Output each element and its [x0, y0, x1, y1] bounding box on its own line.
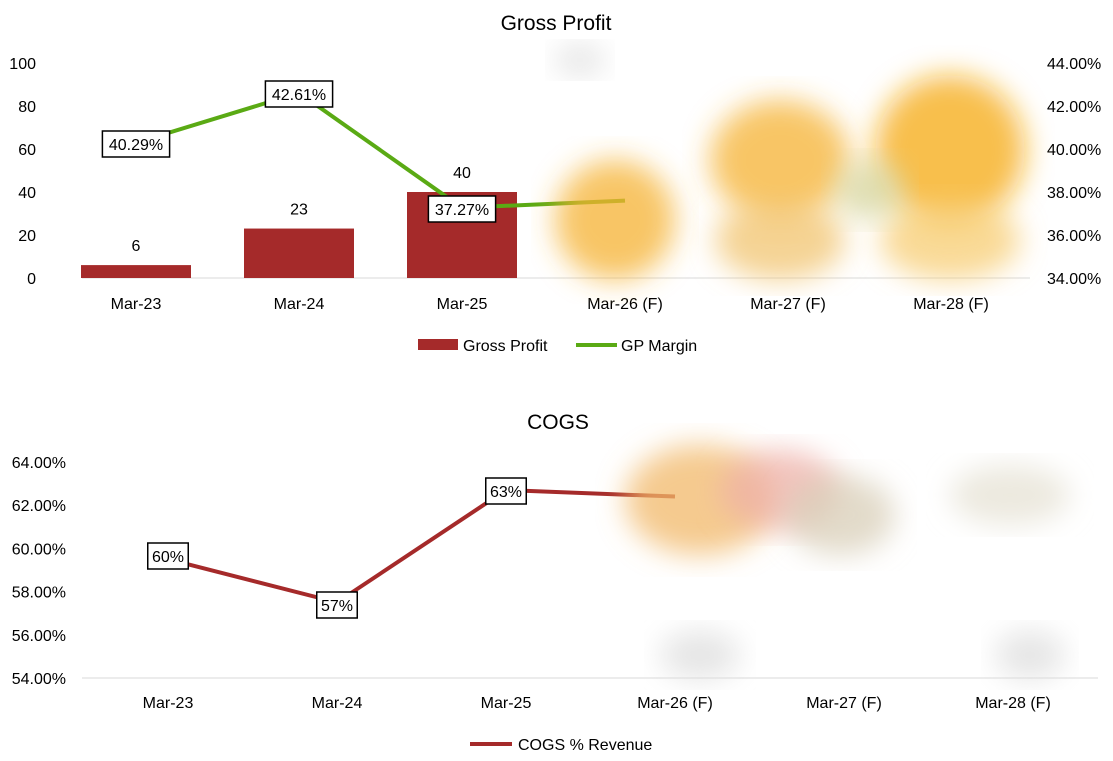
- y-tick-label: 60.00%: [12, 541, 66, 558]
- redaction-patch: [880, 200, 1020, 280]
- cogs-label: 57%: [316, 591, 358, 619]
- redaction-patch: [555, 160, 675, 280]
- x-tick-label: Mar-23: [111, 296, 162, 313]
- x-tick-label: Mar-26 (F): [637, 695, 713, 712]
- y2-tick-label: 38.00%: [1047, 185, 1101, 202]
- gross-profit-legend: Gross Profit GP Margin: [418, 338, 697, 355]
- x-tick-label: Mar-27 (F): [750, 296, 826, 313]
- label-text: 42.61%: [272, 87, 326, 104]
- cogs-title: COGS: [527, 411, 589, 434]
- gp-margin-line: [135, 90, 626, 210]
- label-box: [101, 130, 171, 158]
- label-text: 40.29%: [109, 137, 163, 154]
- legend-label-gross-profit: Gross Profit: [463, 338, 548, 355]
- y-tick-label: 60: [18, 142, 36, 159]
- cogs-y-axis: 54.00% 56.00% 58.00% 60.00% 62.00% 64.00%: [12, 455, 66, 688]
- x-tick-label: Mar-27 (F): [806, 695, 882, 712]
- y2-tick-label: 44.00%: [1047, 56, 1101, 73]
- gp-margin-label: 42.61%: [264, 80, 334, 108]
- y-tick-label: 40: [18, 185, 36, 202]
- bar-value-label: 6: [132, 238, 141, 255]
- y-tick-label: 100: [9, 56, 36, 73]
- legend-label-cogs: COGS % Revenue: [518, 737, 652, 754]
- label-box: [427, 195, 497, 223]
- cogs-x-axis: Mar-23 Mar-24 Mar-25 Mar-26 (F) Mar-27 (F) Ma…: [143, 695, 1051, 712]
- redaction-patch: [995, 630, 1065, 680]
- gross-profit-bar: [81, 265, 191, 278]
- x-tick-label: Mar-23: [143, 695, 194, 712]
- gp-margin-label: 40.29%: [101, 130, 171, 158]
- y-tick-label: 80: [18, 99, 36, 116]
- gp-margin-labels: 40.29% 42.61% 37.27%: [101, 80, 497, 223]
- cogs-label: 63%: [485, 477, 527, 505]
- redaction-patch: [660, 630, 740, 680]
- label-box: [316, 591, 358, 619]
- redaction-patch: [950, 465, 1070, 525]
- label-text: 57%: [321, 598, 353, 615]
- gross-profit-y-axis: 0 20 40 60 80 100: [9, 56, 36, 288]
- redaction-patch: [875, 75, 1025, 225]
- cogs-revenue-line: [167, 488, 676, 605]
- x-tick-label: Mar-25: [437, 296, 488, 313]
- cogs-chart: COGS 54.00% 56.00% 58.00% 60.00% 62.00% 64.00…: [12, 411, 1098, 754]
- y2-tick-label: 42.00%: [1047, 99, 1101, 116]
- gp-margin-series: [135, 90, 626, 210]
- x-tick-label: Mar-24: [312, 695, 363, 712]
- bar-value-label: 23: [290, 202, 308, 219]
- cogs-series: [167, 488, 676, 605]
- y-tick-label: 54.00%: [12, 671, 66, 688]
- y2-tick-label: 40.00%: [1047, 142, 1101, 159]
- gross-profit-bars: [81, 192, 517, 278]
- redaction-patch: [710, 100, 850, 220]
- y-tick-label: 56.00%: [12, 628, 66, 645]
- bar-value-label: 40: [453, 165, 471, 182]
- cogs-label: 60%: [147, 542, 189, 570]
- gross-profit-chart: Gross Profit 0 20 40 60 80 100 34.00% 36.00% 38…: [9, 12, 1101, 355]
- gross-profit-bar: [244, 228, 354, 278]
- y2-tick-label: 34.00%: [1047, 271, 1101, 288]
- x-tick-label: Mar-25: [481, 695, 532, 712]
- x-tick-label: Mar-28 (F): [975, 695, 1051, 712]
- y2-tick-label: 36.00%: [1047, 228, 1101, 245]
- x-tick-label: Mar-26 (F): [587, 296, 663, 313]
- redaction-patch: [555, 45, 605, 75]
- cogs-legend: COGS % Revenue: [470, 737, 652, 754]
- y-tick-label: 64.00%: [12, 455, 66, 472]
- x-tick-label: Mar-28 (F): [913, 296, 989, 313]
- gross-profit-title: Gross Profit: [501, 12, 612, 35]
- gp-margin-label: 37.27%: [427, 195, 497, 223]
- label-box: [147, 542, 189, 570]
- redaction-patch: [835, 160, 905, 220]
- cogs-redaction: [625, 445, 1070, 680]
- gross-profit-redaction: [555, 45, 1025, 280]
- y-tick-label: 62.00%: [12, 498, 66, 515]
- gross-profit-y2-axis: 34.00% 36.00% 38.00% 40.00% 42.00% 44.00%: [1047, 56, 1101, 288]
- redaction-patch: [785, 475, 895, 555]
- label-box: [485, 477, 527, 505]
- y-tick-label: 0: [27, 271, 36, 288]
- redaction-patch: [715, 200, 845, 280]
- gross-profit-x-axis: Mar-23 Mar-24 Mar-25 Mar-26 (F) Mar-27 (F) Ma…: [111, 296, 989, 313]
- label-text: 63%: [490, 484, 522, 501]
- label-text: 60%: [152, 549, 184, 566]
- legend-swatch-gross-profit: [418, 339, 458, 350]
- cogs-labels: 60% 57% 63%: [147, 477, 527, 619]
- label-box: [264, 80, 334, 108]
- legend-label-gp-margin: GP Margin: [621, 338, 697, 355]
- y-tick-label: 20: [18, 228, 36, 245]
- y-tick-label: 58.00%: [12, 585, 66, 602]
- label-text: 37.27%: [435, 202, 489, 219]
- gross-profit-bar-labels: 6 23 40: [132, 165, 471, 255]
- x-tick-label: Mar-24: [274, 296, 325, 313]
